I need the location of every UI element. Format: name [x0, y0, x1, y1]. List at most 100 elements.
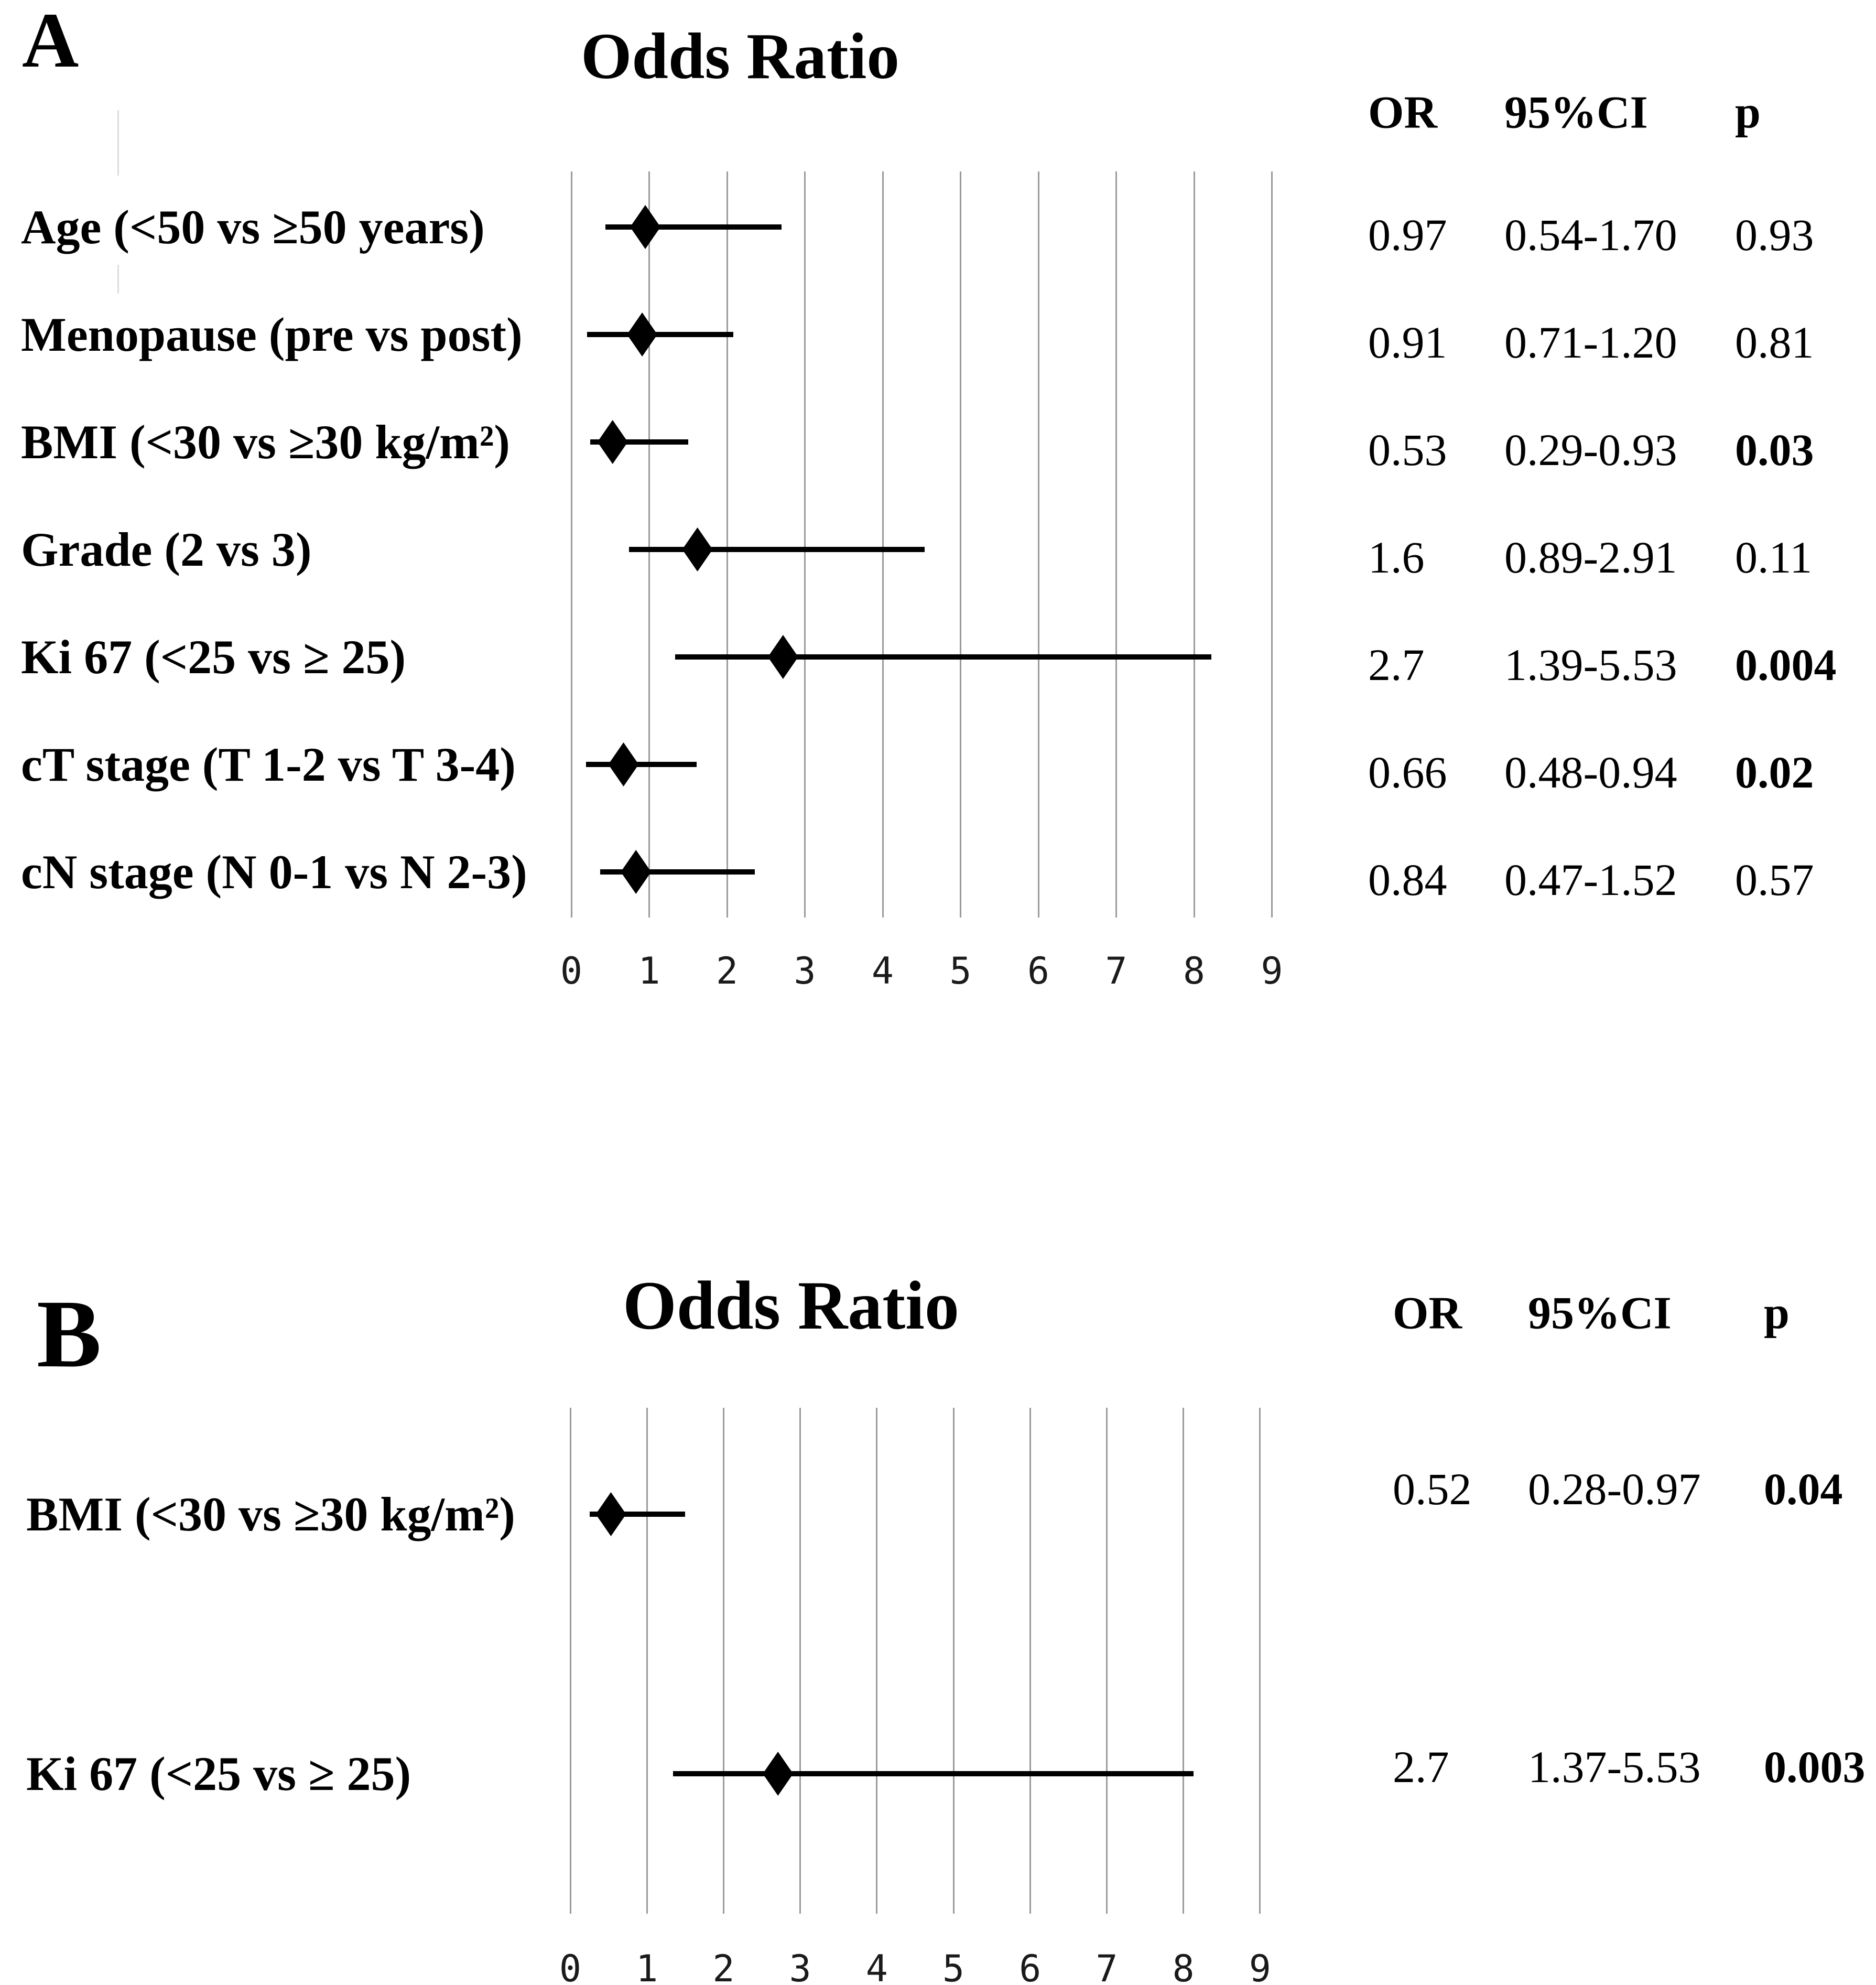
gridline: [726, 171, 728, 918]
gridline: [1029, 1408, 1031, 1914]
table-cell-p: 0.81: [1735, 317, 1814, 368]
gridline: [648, 171, 650, 918]
panel-a-label: A: [22, 0, 79, 84]
table-cell-ci: 1.37-5.53: [1528, 1742, 1701, 1792]
table-cell-ci: 0.54-1.70: [1504, 210, 1677, 260]
table-cell-ci: 0.48-0.94: [1504, 747, 1677, 797]
x-axis-tick-label: 3: [794, 950, 816, 993]
x-axis-tick-label: 7: [1096, 1947, 1118, 1985]
x-axis-tick-label: 8: [1172, 1947, 1195, 1985]
x-axis-tick-label: 9: [1249, 1947, 1271, 1985]
odds-ratio-diamond-marker: [630, 205, 661, 249]
table-cell-or: 0.53: [1368, 425, 1447, 475]
x-axis-tick-label: 2: [715, 950, 739, 993]
forest-row-label: cT stage (T 1-2 vs T 3-4): [21, 738, 516, 791]
panel-a-col-header-or: OR: [1368, 87, 1437, 138]
gridline: [876, 1408, 878, 1914]
confidence-interval-line: [628, 547, 925, 552]
x-axis-tick-label: 1: [638, 950, 660, 993]
gridline: [1193, 171, 1195, 918]
panel-b-label: B: [37, 1280, 102, 1388]
confidence-interval-line: [675, 654, 1211, 660]
confidence-interval-line: [589, 1512, 686, 1517]
odds-ratio-diamond-marker: [595, 1492, 626, 1536]
gridline: [646, 1408, 648, 1914]
table-cell-or: 1.6: [1368, 532, 1425, 582]
table-cell-p: 0.03: [1735, 425, 1814, 475]
gridline: [1037, 171, 1039, 918]
table-cell-or: 0.84: [1368, 855, 1447, 905]
table-cell-or: 2.7: [1393, 1742, 1449, 1792]
panel-b-col-header-ci: 95%CI: [1528, 1288, 1672, 1339]
gridline: [722, 1408, 724, 1914]
table-cell-or: 0.91: [1368, 317, 1447, 368]
confidence-interval-line: [590, 439, 688, 445]
gridline: [1271, 171, 1273, 918]
x-axis-tick-label: 5: [949, 950, 972, 993]
x-axis-tick-label: 5: [942, 1947, 965, 1985]
x-axis-tick-label: 4: [871, 950, 894, 993]
table-cell-ci: 0.28-0.97: [1528, 1464, 1701, 1514]
panel-a-col-header-ci: 95%CI: [1504, 87, 1648, 138]
x-axis-tick-label: 9: [1261, 950, 1283, 993]
x-axis-tick-label: 8: [1183, 950, 1206, 993]
odds-ratio-diamond-marker: [621, 850, 652, 894]
odds-ratio-diamond-marker: [682, 527, 713, 571]
panel-b-col-header-p: p: [1764, 1288, 1790, 1339]
table-cell-ci: 0.71-1.20: [1504, 317, 1677, 368]
forest-row-label: cN stage (N 0-1 vs N 2-3): [21, 845, 527, 899]
table-cell-or: 0.52: [1393, 1464, 1472, 1514]
x-axis-tick-label: 0: [560, 950, 583, 993]
table-cell-p: 0.93: [1735, 210, 1814, 260]
confidence-interval-line: [587, 332, 733, 337]
confidence-interval-line: [600, 869, 755, 875]
odds-ratio-diamond-marker: [608, 742, 639, 786]
x-axis-tick-label: 4: [865, 1947, 888, 1985]
table-cell-p: 0.11: [1735, 532, 1813, 582]
table-cell-p: 0.04: [1764, 1464, 1843, 1514]
x-axis-tick-label: 1: [636, 1947, 658, 1985]
gridline: [570, 171, 572, 918]
forest-row-label: Ki 67 (<25 vs ≥ 25): [21, 630, 406, 684]
confidence-interval-line: [605, 224, 782, 230]
panel-b-title: Odds Ratio: [623, 1267, 959, 1344]
table-cell-p: 0.004: [1735, 640, 1837, 690]
gridline: [1259, 1408, 1261, 1914]
forest-row-label: Menopause (pre vs post): [21, 308, 523, 361]
odds-ratio-diamond-marker: [763, 1752, 794, 1796]
odds-ratio-diamond-marker: [597, 420, 628, 464]
gridline: [1115, 171, 1117, 918]
gridline: [799, 1408, 801, 1914]
gridline: [952, 1408, 955, 1914]
table-cell-or: 2.7: [1368, 640, 1425, 690]
panel-a-col-header-p: p: [1735, 87, 1761, 138]
faint-artifact-line: [117, 110, 119, 176]
gridline: [882, 171, 884, 918]
table-cell-p: 0.02: [1735, 747, 1814, 797]
gridline: [1183, 1408, 1185, 1914]
gridline: [569, 1408, 571, 1914]
odds-ratio-diamond-marker: [767, 635, 798, 679]
odds-ratio-diamond-marker: [627, 312, 658, 357]
table-cell-ci: 0.29-0.93: [1504, 425, 1677, 475]
gridline: [804, 171, 806, 918]
x-axis-tick-label: 6: [1019, 1947, 1042, 1985]
confidence-interval-line: [673, 1771, 1194, 1776]
forest-row-label: BMI (<30 vs ≥30 kg/m²): [21, 415, 510, 469]
table-cell-ci: 1.39-5.53: [1504, 640, 1677, 690]
panel-a-title: Odds Ratio: [581, 20, 899, 93]
table-cell-ci: 0.47-1.52: [1504, 855, 1677, 905]
table-cell-ci: 0.89-2.91: [1504, 532, 1677, 582]
gridline: [1105, 1408, 1108, 1914]
table-cell-or: 0.66: [1368, 747, 1447, 797]
x-axis-tick-label: 0: [559, 1947, 582, 1985]
confidence-interval-line: [586, 762, 697, 767]
gridline: [960, 171, 961, 918]
panel-b-col-header-or: OR: [1393, 1288, 1462, 1339]
x-axis-tick-label: 2: [712, 1947, 735, 1985]
forest-row-label: BMI (<30 vs ≥30 kg/m²): [26, 1487, 515, 1541]
forest-row-label: Grade (2 vs 3): [21, 523, 312, 576]
table-cell-or: 0.97: [1368, 210, 1447, 260]
x-axis-tick-label: 7: [1105, 950, 1127, 993]
